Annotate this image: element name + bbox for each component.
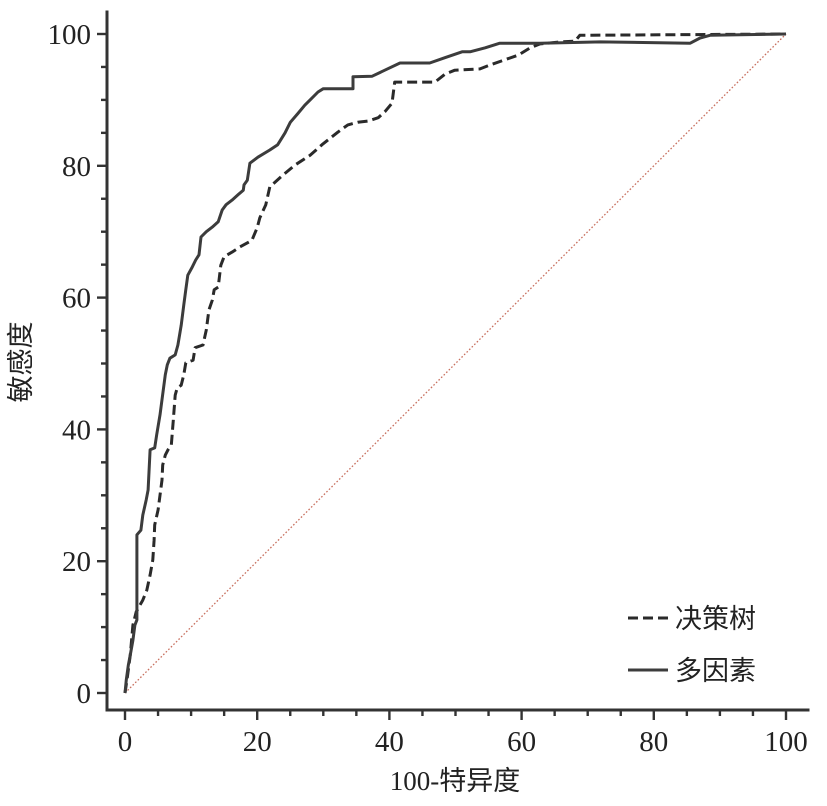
y-tick-label: 0 (77, 678, 92, 710)
x-tick-label: 20 (243, 726, 272, 758)
series-layer (123, 32, 787, 694)
roc-curve-line (123, 32, 787, 694)
y-axis-title: 敏感度 (6, 322, 36, 403)
x-tick-label: 0 (118, 726, 133, 758)
x-tick-label: 100 (764, 726, 808, 758)
roc-curve-line (123, 32, 787, 694)
y-tick-label: 100 (48, 19, 92, 51)
x-tick-label: 60 (507, 726, 536, 758)
legend-label-decision-tree: 决策树 (675, 604, 756, 634)
y-tick-label: 40 (62, 414, 91, 446)
legend: 决策树 多因素 (628, 604, 756, 686)
x-tick-label: 40 (375, 726, 404, 758)
y-tick-label: 20 (62, 546, 91, 578)
reference-line-layer (124, 33, 787, 694)
y-axis-ticks: 0 20 40 60 80 100 (48, 19, 107, 710)
x-tick-label: 80 (639, 726, 668, 758)
x-axis-title: 100-特异度 (390, 766, 521, 796)
legend-label-multifactor: 多因素 (675, 656, 756, 686)
y-tick-label: 80 (62, 151, 91, 183)
reference-diagonal-line (124, 33, 787, 694)
x-axis-ticks: 0 20 40 60 80 100 (118, 710, 808, 758)
y-tick-label: 60 (62, 283, 91, 315)
